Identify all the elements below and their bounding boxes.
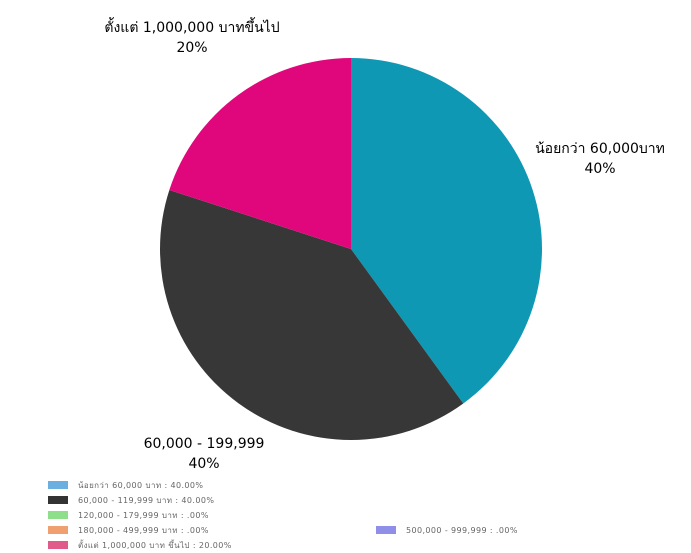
legend-label: ตั้งแต่ 1,000,000 บาท ขึ้นไป : 20.00%: [78, 540, 232, 550]
pie-slice: [160, 189, 464, 440]
legend-item: น้อยกว่า 60,000 บาท : 40.00%: [48, 479, 203, 491]
slice-label-name: 60,000 - 199,999: [144, 436, 265, 452]
slice-label-percent: 20%: [176, 40, 207, 56]
legend-item: 180,000 - 499,999 บาท : .00%: [48, 524, 209, 536]
legend-swatch: [376, 526, 396, 534]
legend-label: 60,000 - 119,999 บาท : 40.00%: [78, 495, 215, 505]
pie-slice: [351, 58, 542, 404]
legend-item: 120,000 - 179,999 บาท : .00%: [48, 509, 209, 521]
legend-swatch: [48, 496, 68, 504]
pie-chart: น้อยกว่า 60,000บาท 40% 60,000 - 199,999 40%…: [104, 17, 665, 472]
legend-item: ตั้งแต่ 1,000,000 บาท ขึ้นไป : 20.00%: [48, 539, 232, 551]
slice-label-name: น้อยกว่า 60,000บาท: [535, 141, 665, 157]
legend-label: 180,000 - 499,999 บาท : .00%: [78, 525, 209, 535]
pie-slices: [160, 58, 542, 440]
slice-label-percent: 40%: [188, 456, 219, 472]
legend-label: 500,000 - 999,999 : .00%: [406, 525, 518, 535]
slice-labels: น้อยกว่า 60,000บาท 40% 60,000 - 199,999 40%…: [104, 17, 665, 472]
legend-swatch: [48, 526, 68, 534]
legend-label: 120,000 - 179,999 บาท : .00%: [78, 510, 209, 520]
legend-swatch: [48, 511, 68, 519]
legend-swatch: [48, 481, 68, 489]
slice-label-percent: 40%: [584, 161, 615, 177]
legend-label: น้อยกว่า 60,000 บาท : 40.00%: [78, 480, 204, 490]
legend-item: 500,000 - 999,999 : .00%: [376, 524, 518, 536]
legend-item: 60,000 - 119,999 บาท : 40.00%: [48, 494, 214, 506]
legend-swatch: [48, 541, 68, 549]
slice-label-name: ตั้งแต่ 1,000,000 บาทขึ้นไป: [104, 17, 279, 36]
pie-slice: [169, 58, 351, 249]
